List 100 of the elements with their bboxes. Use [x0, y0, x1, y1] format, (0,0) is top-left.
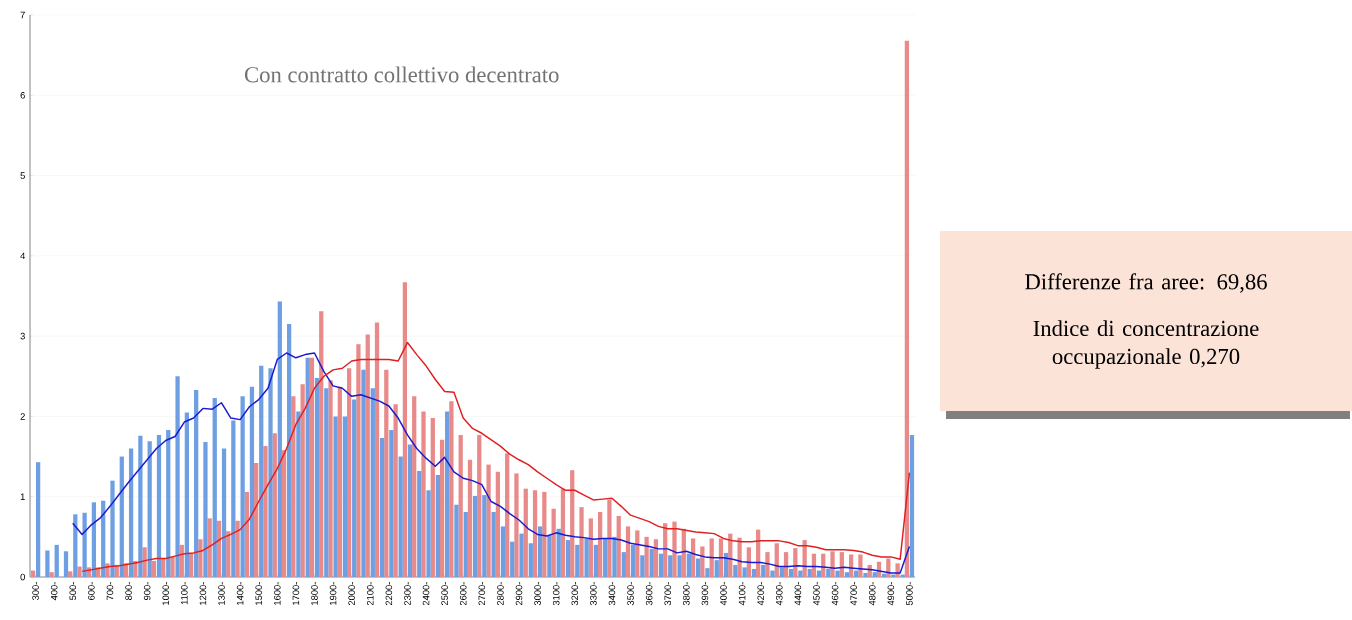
bar — [709, 538, 714, 577]
bar — [779, 567, 784, 577]
x-tick-label: 5000- — [906, 582, 913, 606]
bar — [607, 499, 612, 577]
bar — [166, 430, 171, 577]
bar — [505, 453, 510, 577]
x-tick-label: 3900- — [701, 582, 709, 606]
bar — [128, 448, 134, 577]
x-tick-label: 2900- — [515, 582, 523, 606]
x-tick-label: 3300- — [590, 582, 597, 606]
bar — [579, 507, 584, 577]
y-tick-label: 7 — [20, 11, 25, 19]
bar — [268, 368, 273, 577]
bar — [597, 511, 603, 577]
bar — [194, 389, 199, 577]
x-tick-label: 700- — [106, 582, 114, 600]
bar — [263, 446, 268, 577]
bar — [588, 518, 593, 577]
bar — [523, 488, 528, 577]
x-tick-label: 3500- — [627, 582, 634, 606]
bar — [309, 357, 315, 577]
bar — [156, 434, 162, 577]
bar — [863, 572, 868, 577]
bar — [417, 471, 422, 577]
x-tick-label: 2600- — [459, 582, 467, 606]
bar — [203, 442, 208, 577]
bar — [212, 397, 217, 577]
bar — [138, 435, 143, 577]
bar — [909, 434, 915, 577]
x-tick-label: 2000- — [348, 582, 355, 606]
y-tick-label: 2 — [20, 413, 25, 420]
x-tick-label: 1800- — [311, 582, 318, 605]
bar — [445, 411, 450, 577]
bar — [612, 536, 617, 577]
bar — [449, 401, 454, 577]
bar — [584, 538, 589, 577]
bar — [314, 377, 320, 577]
x-tick-label: 1100- — [181, 582, 188, 605]
x-tick-label: 1400- — [236, 582, 244, 605]
bar — [858, 554, 863, 577]
bar — [746, 547, 751, 577]
bar — [221, 448, 227, 577]
bar — [467, 459, 473, 577]
x-tick-label: 4400- — [794, 582, 802, 606]
bar — [324, 388, 329, 577]
bar — [835, 570, 840, 577]
bar — [184, 412, 189, 577]
x-tick-label: 4000- — [720, 582, 727, 606]
bar — [565, 540, 571, 577]
bar — [231, 420, 236, 577]
bar — [653, 539, 659, 577]
x-tick-label: 3000- — [534, 582, 541, 606]
bar — [616, 515, 621, 577]
bar — [742, 567, 747, 577]
bar — [142, 547, 147, 577]
bar — [430, 418, 435, 577]
bar — [240, 396, 245, 577]
bar — [705, 568, 710, 577]
bar — [119, 456, 124, 577]
bar — [277, 301, 282, 577]
bar — [593, 544, 599, 577]
x-tick-label: 3600- — [645, 582, 653, 606]
bar — [68, 571, 73, 577]
bar — [91, 502, 97, 577]
bar — [45, 550, 50, 577]
y-tick-label: 4 — [20, 252, 26, 260]
bar — [333, 416, 338, 577]
bar — [337, 386, 342, 577]
bar — [532, 490, 538, 577]
x-tick-label: 4800- — [868, 582, 876, 606]
bar — [761, 564, 766, 577]
bar — [198, 539, 203, 577]
bar — [352, 399, 357, 577]
bar — [374, 322, 380, 577]
bar — [844, 572, 850, 577]
bar — [272, 433, 277, 577]
bar — [690, 538, 696, 577]
bar — [342, 416, 348, 577]
bar — [733, 564, 738, 577]
bar — [737, 537, 742, 577]
x-tick-label: 4100- — [738, 582, 746, 606]
bar — [82, 512, 87, 577]
bar — [765, 552, 770, 577]
bar — [798, 570, 803, 577]
bar — [556, 528, 561, 577]
bar — [551, 508, 556, 577]
x-tick-label: 2700- — [478, 582, 486, 606]
bar — [249, 386, 255, 577]
bar — [73, 514, 78, 577]
bar — [286, 324, 292, 577]
x-tick-label: 2500- — [441, 582, 448, 606]
bar — [486, 464, 491, 577]
bar — [393, 404, 398, 577]
bar — [110, 480, 115, 577]
bar — [402, 282, 408, 577]
bar — [519, 533, 524, 577]
x-tick-label: 3800- — [683, 582, 690, 606]
bar — [514, 473, 519, 577]
bar — [658, 553, 664, 577]
x-tick-label: 3400- — [608, 582, 616, 606]
